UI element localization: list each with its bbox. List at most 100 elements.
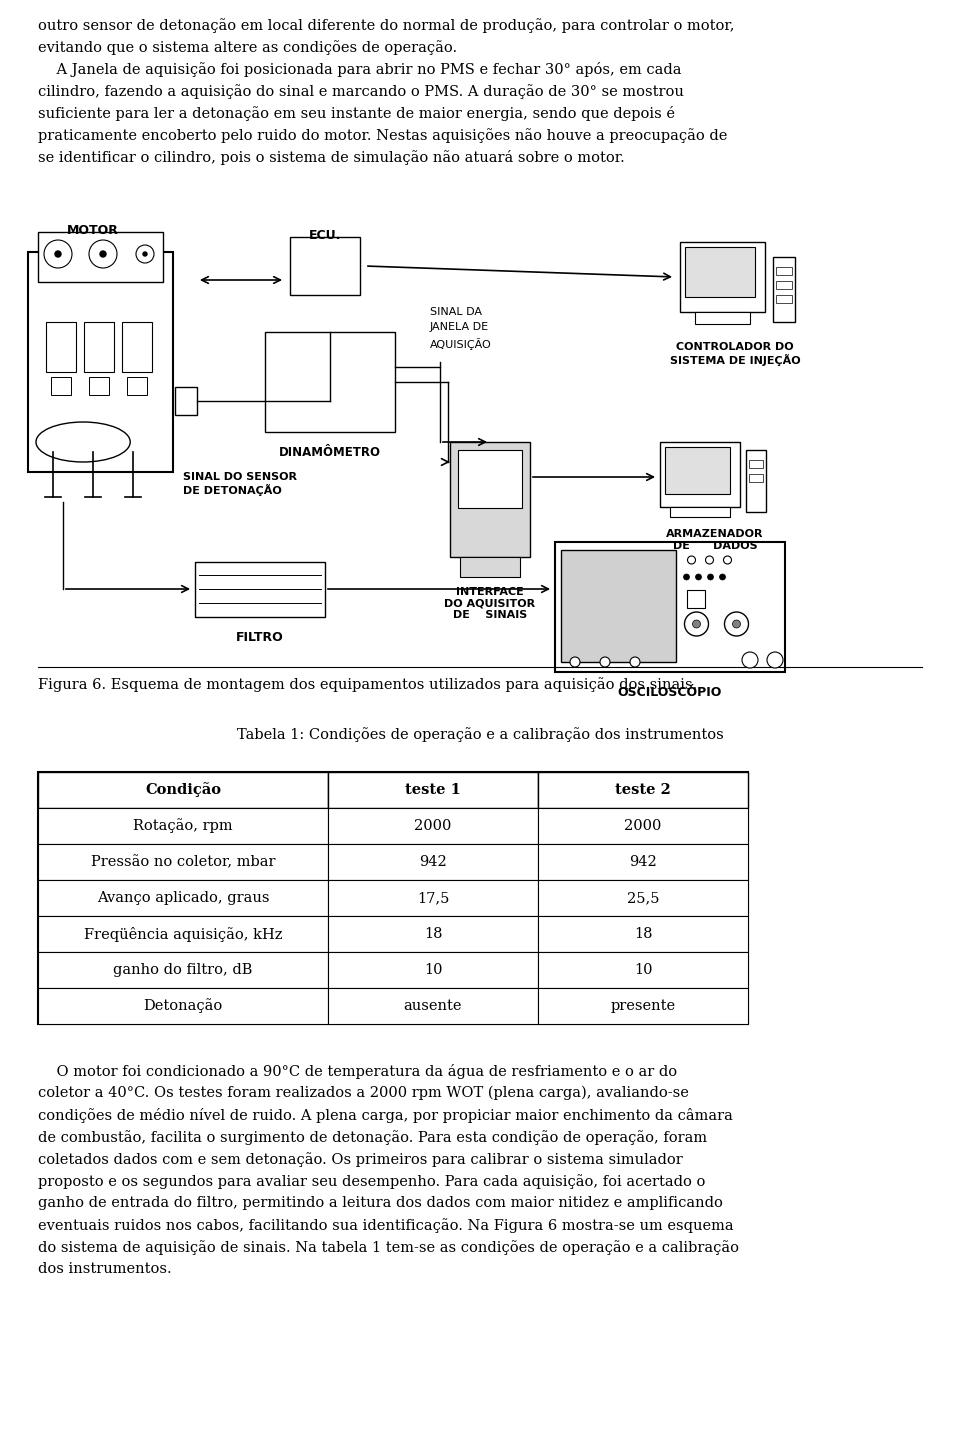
Text: SINAL DO SENSOR
DE DETONAÇÃO: SINAL DO SENSOR DE DETONAÇÃO — [183, 472, 297, 496]
Bar — [773, 257, 795, 322]
Bar — [290, 237, 360, 295]
Circle shape — [708, 573, 713, 581]
Circle shape — [684, 573, 689, 581]
Bar — [38, 772, 748, 1024]
Text: teste 1: teste 1 — [405, 784, 461, 797]
Text: ECU.: ECU. — [309, 229, 341, 242]
Text: suficiente para ler a detonação em seu instante de maior energia, sendo que depo: suficiente para ler a detonação em seu i… — [38, 106, 675, 122]
Text: 942: 942 — [629, 855, 657, 869]
Text: presente: presente — [611, 1000, 676, 1012]
Bar — [776, 267, 792, 275]
Bar — [328, 988, 538, 1024]
Bar — [561, 551, 676, 662]
Circle shape — [725, 612, 749, 636]
Bar — [538, 879, 748, 917]
Text: 2000: 2000 — [624, 819, 661, 834]
Text: MOTOR: MOTOR — [67, 225, 119, 237]
Bar — [328, 772, 538, 808]
Bar — [38, 952, 328, 988]
Text: 10: 10 — [634, 962, 652, 977]
Text: ausente: ausente — [404, 1000, 463, 1012]
Text: 18: 18 — [634, 927, 652, 941]
Bar — [89, 378, 109, 395]
Circle shape — [143, 252, 147, 256]
Text: ganho do filtro, dB: ganho do filtro, dB — [113, 962, 252, 977]
Bar — [175, 388, 197, 415]
Bar — [685, 247, 755, 297]
Circle shape — [55, 252, 61, 257]
Bar — [746, 450, 766, 512]
Text: condições de médio nível de ruido. A plena carga, por propiciar maior enchimento: condições de médio nível de ruido. A ple… — [38, 1108, 732, 1123]
Text: FILTRO: FILTRO — [236, 631, 284, 644]
Text: dos instrumentos.: dos instrumentos. — [38, 1263, 172, 1276]
Bar — [265, 332, 395, 432]
Bar — [695, 312, 750, 325]
Text: Figura 6. Esquema de montagem dos equipamentos utilizados para aquisição dos sin: Figura 6. Esquema de montagem dos equipa… — [38, 676, 697, 692]
Bar — [458, 450, 522, 508]
Text: Rotação, rpm: Rotação, rpm — [133, 818, 233, 834]
Text: DINAMÔMETRO: DINAMÔMETRO — [279, 446, 381, 459]
Bar — [28, 252, 173, 472]
Text: 10: 10 — [423, 962, 443, 977]
Text: 942: 942 — [420, 855, 446, 869]
Text: 2000: 2000 — [415, 819, 452, 834]
Circle shape — [719, 573, 726, 581]
Bar — [555, 542, 785, 672]
Bar — [38, 772, 328, 808]
Bar — [84, 322, 114, 372]
Text: teste 2: teste 2 — [615, 784, 671, 797]
Ellipse shape — [36, 422, 131, 462]
Circle shape — [767, 652, 783, 668]
Text: CONTROLADOR DO
SISTEMA DE INJEÇÃO: CONTROLADOR DO SISTEMA DE INJEÇÃO — [670, 342, 801, 366]
Bar — [538, 844, 748, 879]
Bar — [328, 879, 538, 917]
Bar — [195, 562, 325, 616]
Circle shape — [692, 621, 701, 628]
Bar — [776, 295, 792, 303]
Circle shape — [630, 656, 640, 666]
Text: evitando que o sistema altere as condições de operação.: evitando que o sistema altere as condiçõ… — [38, 40, 457, 54]
Bar — [686, 591, 705, 608]
Text: Detonação: Detonação — [143, 998, 223, 1014]
Circle shape — [724, 556, 732, 563]
Text: do sistema de aquisição de sinais. Na tabela 1 tem-se as condições de operação e: do sistema de aquisição de sinais. Na ta… — [38, 1240, 739, 1256]
Text: outro sensor de detonação em local diferente do normal de produção, para control: outro sensor de detonação em local difer… — [38, 19, 734, 33]
Bar — [749, 460, 763, 468]
Text: cilindro, fazendo a aquisição do sinal e marcando o PMS. A duração de 30° se mos: cilindro, fazendo a aquisição do sinal e… — [38, 84, 684, 99]
Bar — [328, 808, 538, 844]
Circle shape — [687, 556, 695, 563]
Circle shape — [684, 612, 708, 636]
Bar — [660, 442, 740, 508]
Bar — [38, 232, 163, 282]
Text: O motor foi condicionado a 90°C de temperatura da água de resfriamento e o ar do: O motor foi condicionado a 90°C de tempe… — [38, 1064, 677, 1080]
Text: Tabela 1: Condições de operação e a calibração dos instrumentos: Tabela 1: Condições de operação e a cali… — [236, 726, 724, 742]
Bar — [46, 322, 76, 372]
Text: 25,5: 25,5 — [627, 891, 660, 905]
Bar — [538, 808, 748, 844]
Text: se identificar o cilindro, pois o sistema de simulação não atuará sobre o motor.: se identificar o cilindro, pois o sistem… — [38, 150, 625, 164]
Bar — [749, 473, 763, 482]
Text: Freqüência aquisição, kHz: Freqüência aquisição, kHz — [84, 927, 282, 941]
Circle shape — [136, 245, 154, 263]
Text: 17,5: 17,5 — [417, 891, 449, 905]
Bar — [538, 917, 748, 952]
Circle shape — [100, 252, 106, 257]
Bar — [776, 282, 792, 289]
Text: 18: 18 — [423, 927, 443, 941]
Text: Condição: Condição — [145, 782, 221, 798]
Text: de combustão, facilita o surgimento de detonação. Para esta condição de operação: de combustão, facilita o surgimento de d… — [38, 1130, 708, 1145]
Bar — [38, 917, 328, 952]
Bar — [38, 988, 328, 1024]
Bar — [328, 952, 538, 988]
Bar — [38, 808, 328, 844]
Bar — [665, 448, 730, 493]
Circle shape — [742, 652, 758, 668]
Text: A Janela de aquisição foi posicionada para abrir no PMS e fechar 30° após, em ca: A Janela de aquisição foi posicionada pa… — [38, 61, 682, 77]
Text: coletados dados com e sem detonação. Os primeiros para calibrar o sistema simula: coletados dados com e sem detonação. Os … — [38, 1153, 683, 1167]
Bar — [538, 772, 748, 808]
Bar — [38, 879, 328, 917]
Circle shape — [570, 656, 580, 666]
Bar — [538, 988, 748, 1024]
Bar — [328, 844, 538, 879]
Bar — [670, 508, 730, 518]
